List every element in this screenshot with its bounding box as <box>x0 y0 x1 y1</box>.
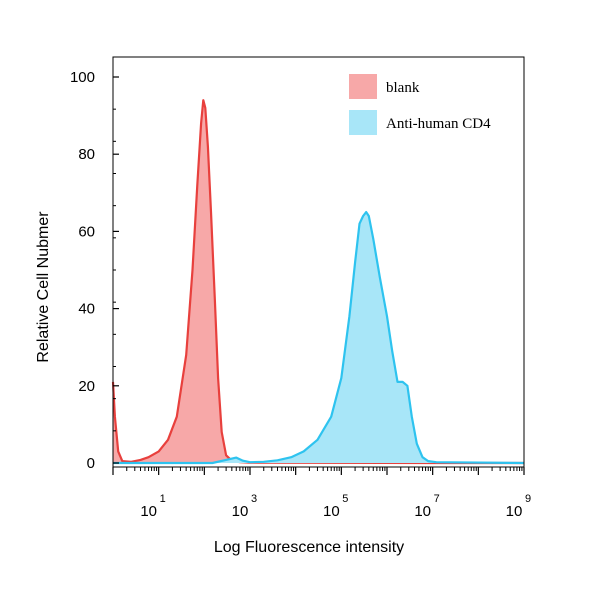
x-axis-title: Log Fluorescence intensity <box>214 539 404 556</box>
y-tick-label: 0 <box>87 455 95 472</box>
series-area-0 <box>113 100 524 463</box>
legend-label-1: Anti-human CD4 <box>386 116 491 132</box>
y-tick-label: 40 <box>78 301 95 318</box>
x-tick-label: 10 <box>414 503 431 520</box>
legend-swatch-0 <box>349 74 377 99</box>
y-tick-label: 20 <box>78 378 95 395</box>
legend: blank Anti-human CD4 <box>349 74 491 135</box>
x-tick-label: 10 <box>232 503 249 520</box>
y-axis: 0 20 40 60 80 100 <box>70 69 119 472</box>
legend-swatch-1 <box>349 110 377 135</box>
legend-label-0: blank <box>386 80 420 96</box>
y-tick-label: 80 <box>78 146 95 163</box>
series-line-1 <box>113 211 525 465</box>
x-tick-label: 10 <box>323 503 340 520</box>
x-tick-exponent: 7 <box>434 493 440 505</box>
series-line-0 <box>111 99 524 465</box>
series-layer <box>111 99 525 465</box>
y-axis-title: Relative Cell Nubmer <box>35 211 52 363</box>
y-tick-label: 60 <box>78 223 95 240</box>
x-tick-label: 10 <box>506 503 523 520</box>
y-tick-label: 100 <box>70 69 95 86</box>
x-tick-exponent: 1 <box>160 493 166 505</box>
x-tick-exponent: 9 <box>525 493 531 505</box>
plot-area-frame <box>112 56 525 468</box>
x-tick-exponent: 5 <box>342 493 348 505</box>
x-tick-label: 10 <box>140 503 157 520</box>
x-tick-exponent: 3 <box>251 493 257 505</box>
